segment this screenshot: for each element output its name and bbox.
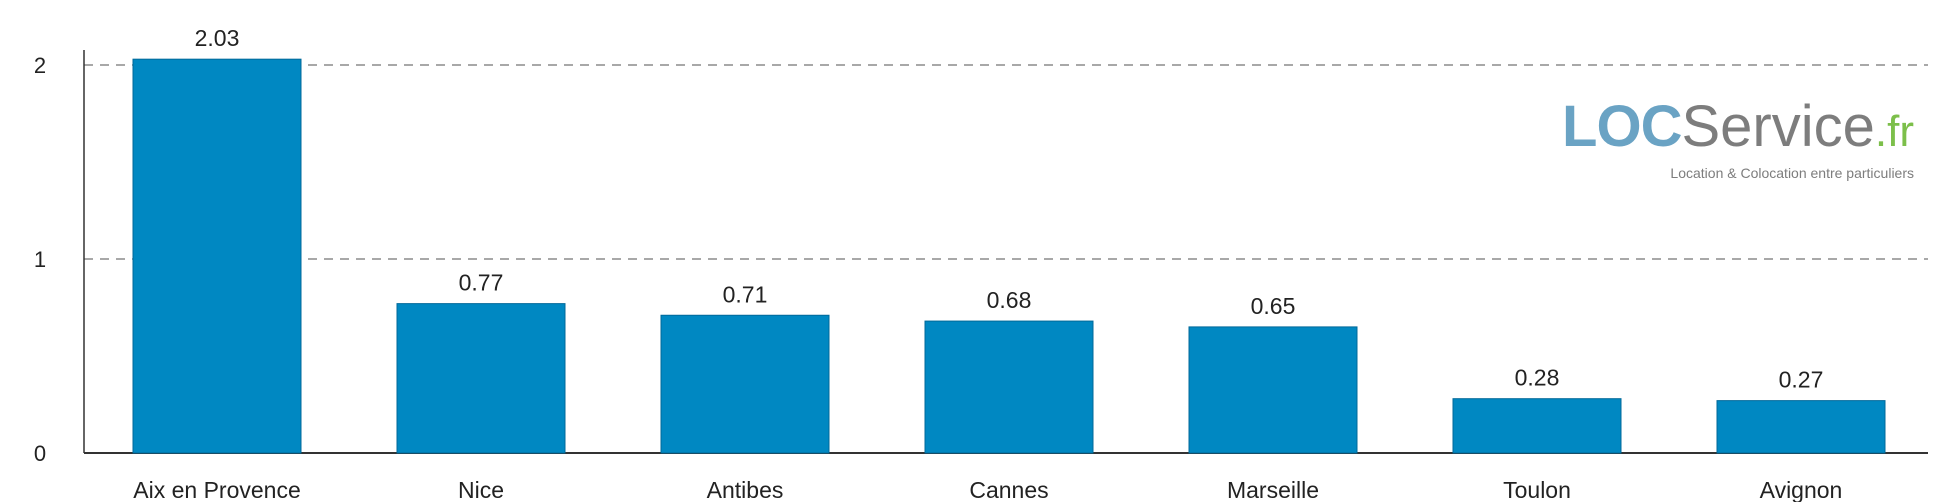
logo-loc-text: LOC <box>1562 94 1682 159</box>
bar-avignon <box>1716 400 1886 454</box>
data-label: 2.03 <box>195 25 240 51</box>
x-category-label: Antibes <box>707 477 784 502</box>
x-category-label: Marseille <box>1227 477 1319 502</box>
logo-tagline: Location & Colocation entre particuliers <box>1670 165 1914 181</box>
x-category-label: Cannes <box>969 477 1048 502</box>
data-label: 0.71 <box>723 281 768 307</box>
y-tick-label: 1 <box>34 247 46 272</box>
bar-aix-en-provence <box>132 58 302 454</box>
data-label: 0.68 <box>987 287 1032 313</box>
y-tick-label: 0 <box>34 441 46 466</box>
x-category-label: Toulon <box>1503 477 1571 502</box>
x-category-label: Avignon <box>1760 477 1843 502</box>
logo-tld-dot: . <box>1874 107 1888 156</box>
x-category-label: Aix en Provence <box>133 477 300 502</box>
bar-antibes <box>660 314 830 454</box>
bar-marseille <box>1188 326 1358 454</box>
bar-nice <box>396 303 566 454</box>
locservice-logo: LOCService.fr Location & Colocation entr… <box>1562 98 1914 182</box>
data-label: 0.28 <box>1515 365 1560 391</box>
data-label: 0.27 <box>1779 367 1824 393</box>
bar-toulon <box>1452 398 1622 454</box>
data-label: 0.77 <box>459 270 504 296</box>
bars <box>132 58 1886 454</box>
grid-lines <box>84 64 1928 260</box>
y-tick-label: 2 <box>34 53 46 78</box>
logo-service-text: Service <box>1681 94 1875 159</box>
data-label: 0.65 <box>1251 293 1296 319</box>
logo-wordmark: LOCService.fr <box>1562 98 1914 161</box>
logo-tld-text: fr <box>1887 107 1914 156</box>
labels: 0 1 2 2.03 Aix en Provence 0.77 Nice 0.71 Antibe… <box>34 25 1842 502</box>
x-category-label: Nice <box>458 477 504 502</box>
bar-cannes <box>924 320 1094 454</box>
